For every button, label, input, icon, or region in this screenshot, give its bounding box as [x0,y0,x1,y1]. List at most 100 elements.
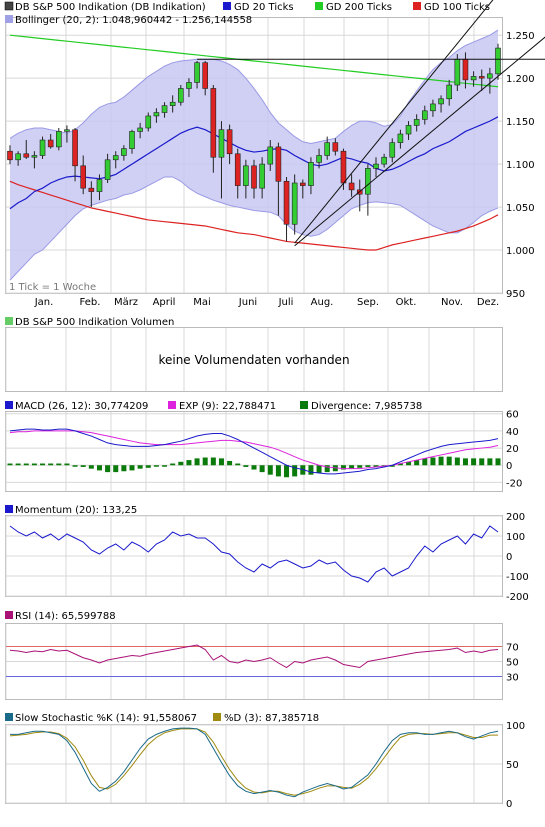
candle-body [332,142,339,152]
month-label: April [153,297,176,308]
divergence-bar [495,458,501,466]
divergence-bar [64,463,70,466]
divergence-bar [48,463,54,466]
candle-body [291,182,298,225]
divergence-bar [113,465,119,473]
candle-body [299,182,306,186]
divergence-bar [365,465,371,467]
candle-body [438,98,444,105]
momentum-y-tick-label: -100 [506,572,529,583]
legend-divergence: Divergence: 7,985738 [311,401,422,412]
divergence-bar [462,458,468,466]
legend-swatch-divergence [300,401,308,409]
divergence-bar [406,461,412,466]
macd-panel-frame [5,411,503,492]
momentum-y-tick-label: 0 [506,552,512,563]
divergence-bar [186,460,192,466]
candle-body [39,139,46,156]
divergence-bar [471,458,477,466]
divergence-bar [324,465,330,473]
stoch-k-line [10,727,499,798]
rsi-line [9,644,499,669]
price-plot [7,0,545,281]
legend-stoch-d: %D (3): 87,385718 [224,713,319,724]
stochastic-y-tick-label: 100 [506,721,525,732]
candle-body [365,168,371,195]
month-label: Mai [193,297,211,308]
rsi-y-tick-label: 30 [506,673,519,684]
month-label: Sep. [357,297,379,308]
month-label: Dez. [477,297,499,308]
candle-body [275,146,282,182]
bollinger-band [10,30,498,281]
candle-body [478,76,485,79]
candle-body [64,129,70,132]
divergence-bar [430,457,436,466]
month-label: Feb. [80,297,101,308]
candle-body [259,163,265,189]
divergence-bar [414,460,420,466]
month-label: Juli [278,297,294,308]
candle-body [495,47,501,75]
divergence-bar [145,465,151,468]
candle-body [178,88,184,103]
legend-price: DB S&P 500 Indikation (DB Indikation) [15,2,206,13]
legend-volume: DB S&P 500 Indikation Volumen [15,317,174,328]
candle-body [80,165,86,189]
month-label: Nov. [441,297,463,308]
stochastic-plot [9,727,499,798]
divergence-bar [397,463,403,466]
x-axis-months: Jan. Feb. März April Mai Juni Juli Aug. Sep. Okt.… [34,297,499,308]
price-y-tick-label: 1.200 [506,74,535,85]
legend-momentum: Momentum (20): 133,25 [15,505,137,516]
legend-rsi: RSI (14): 65,599788 [15,611,116,622]
candle-body [446,84,453,100]
candle-body [397,133,404,143]
divergence-bar [340,465,346,470]
candle-body [194,62,200,83]
candle-body [348,182,355,191]
divergence-bar [284,465,290,478]
divergence-bar [96,465,102,471]
candle-body [129,131,135,149]
candle-body [31,155,38,158]
divergence-bar [251,465,257,470]
candle-body [15,153,21,161]
legend-macd: MACD (26, 12): 30,774209 [15,401,148,412]
momentum-y-tick-label: -200 [506,592,529,603]
divergence-bar [227,460,233,466]
candle-body [243,165,249,186]
stochastic-y-tick-label: 50 [506,760,519,771]
candle-body [145,115,152,129]
candle-body [7,150,13,161]
divergence-bar [72,465,78,467]
legend-exp: EXP (9): 22,788471 [179,401,276,412]
trend-line [294,36,545,247]
divergence-bar [56,463,62,466]
candle-body [137,127,143,132]
divergence-bar [137,465,143,469]
candle-body [112,155,119,161]
price-y-tick-label: 950 [506,289,525,300]
month-label: Okt. [396,297,417,308]
divergence-bar [218,458,224,466]
volume-panel-frame [5,327,503,392]
divergence-bar [446,456,452,466]
candle-body [340,150,347,184]
legend-gd20: GD 20 Ticks [234,2,294,13]
gd100-line [9,180,499,251]
candle-body [55,131,62,148]
legend-swatch-exp [168,401,176,409]
candle-body [121,148,127,156]
macd-y-tick-label: 40 [506,427,519,438]
gd20-line [9,116,499,210]
macd-y-tick-label: 20 [506,444,519,455]
legend-swatch-gd20 [223,2,231,10]
macd-y-tick-label: 0 [506,461,512,472]
candle-body [96,179,103,192]
divergence-bar [292,465,298,477]
candle-body [72,129,78,167]
divergence-bar [267,465,273,475]
divergence-bar [202,457,208,466]
